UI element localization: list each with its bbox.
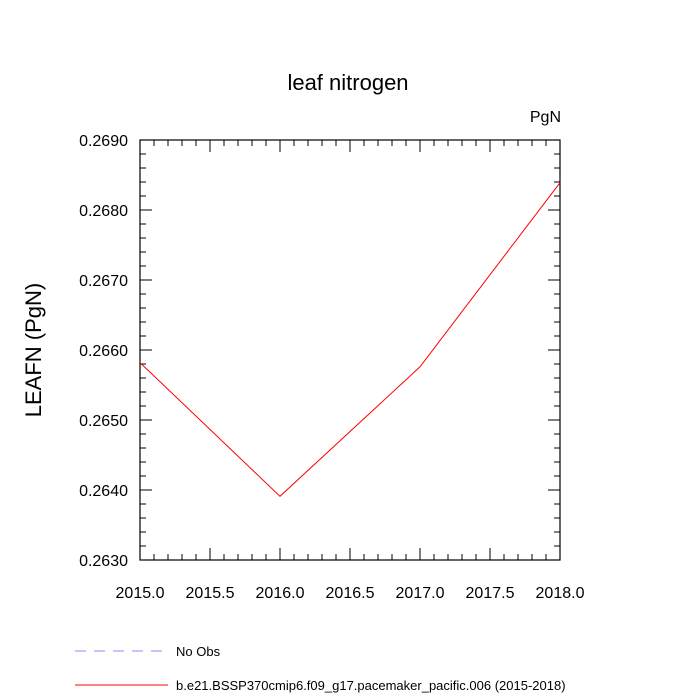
- series-line-1: [139, 182, 561, 497]
- x-tick-label: 2015.0: [116, 585, 165, 602]
- y-tick-label: 0.2680: [79, 203, 128, 220]
- y-tick-label: 0.2660: [79, 343, 128, 360]
- legend-label-0: No Obs: [176, 644, 221, 659]
- x-tick-label: 2018.0: [536, 585, 585, 602]
- x-tick-label: 2015.5: [186, 585, 235, 602]
- x-tick-label: 2017.5: [466, 585, 515, 602]
- y-tick-label: 0.2640: [79, 483, 128, 500]
- x-tick-label: 2017.0: [396, 585, 445, 602]
- axes: 2015.0 2015.5 2016.0 2016.5 2017.0 2017.5 2018…: [79, 133, 585, 602]
- y-axis-label: LEAFN (PgN): [21, 283, 46, 417]
- legend-label-1: b.e21.BSSP370cmip6.f09_g17.pacemaker_pac…: [176, 678, 566, 693]
- units-label: PgN: [530, 109, 561, 126]
- y-tick-label: 0.2690: [79, 133, 128, 150]
- y-tick-label: 0.2650: [79, 413, 128, 430]
- legend: No Obs b.e21.BSSP370cmip6.f09_g17.pacemak…: [75, 644, 566, 693]
- plot-frame: [139, 139, 561, 561]
- x-tick-label: 2016.0: [256, 585, 305, 602]
- chart-title: leaf nitrogen: [287, 70, 408, 95]
- x-tick-label: 2016.5: [326, 585, 375, 602]
- y-tick-label: 0.2670: [79, 273, 128, 290]
- series-layer: [139, 182, 561, 497]
- y-tick-label: 0.2630: [79, 553, 128, 570]
